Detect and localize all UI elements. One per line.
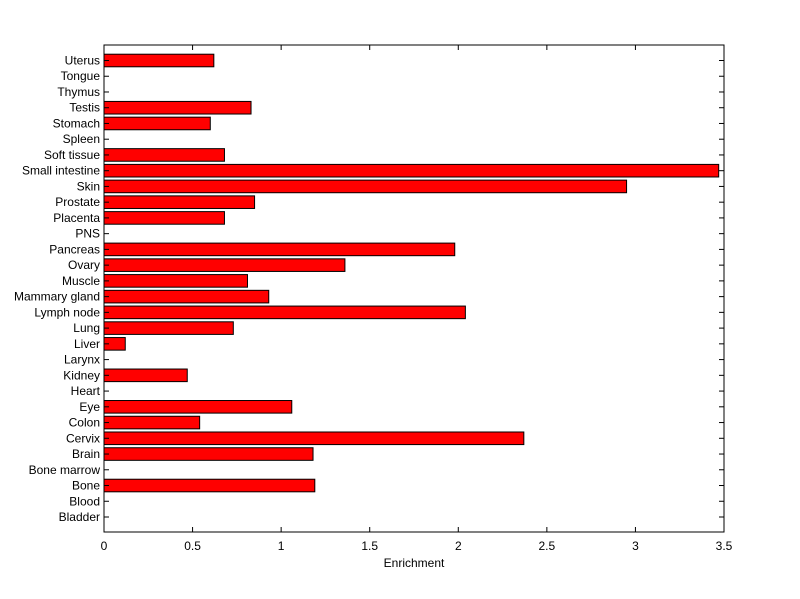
y-tick-label-thymus: Thymus bbox=[57, 85, 100, 99]
x-tick-label-0: 0 bbox=[101, 539, 108, 553]
y-tick-label-lung: Lung bbox=[73, 321, 100, 335]
bar-placenta bbox=[103, 211, 225, 225]
bar-testis bbox=[103, 100, 252, 115]
y-tick-label-heart: Heart bbox=[71, 384, 101, 398]
bar-colon bbox=[103, 415, 201, 430]
bar-ovary bbox=[103, 258, 346, 272]
y-tick-label-bladder: Bladder bbox=[59, 510, 100, 524]
bar-uterus bbox=[103, 53, 215, 68]
bars-group bbox=[103, 53, 720, 493]
bar-lymph-node bbox=[103, 305, 466, 320]
bar-mammary-gland bbox=[103, 289, 270, 304]
bar-muscle bbox=[103, 274, 248, 288]
y-tick-label-cervix: Cervix bbox=[66, 431, 100, 445]
bar-cervix bbox=[103, 431, 525, 446]
y-tick-label-skin: Skin bbox=[77, 179, 100, 193]
x-tick-label-3: 1.5 bbox=[361, 539, 378, 553]
y-tick-label-liver: Liver bbox=[74, 337, 100, 351]
bar-kidney bbox=[103, 368, 188, 383]
bar-small-intestine bbox=[103, 163, 720, 178]
y-tick-label-muscle: Muscle bbox=[62, 274, 100, 288]
plot-frame bbox=[103, 44, 725, 533]
y-tick-label-prostate: Prostate bbox=[55, 195, 100, 209]
y-tick-label-tongue: Tongue bbox=[61, 69, 101, 83]
bar-bone bbox=[103, 478, 316, 493]
y-tick-label-small-intestine: Small intestine bbox=[22, 164, 100, 178]
bar-skin bbox=[103, 179, 628, 194]
bar-soft-tissue bbox=[103, 148, 225, 162]
y-tick-label-larynx: Larynx bbox=[64, 353, 100, 367]
x-tick-label-5: 2.5 bbox=[539, 539, 556, 553]
x-tick-label-2: 1 bbox=[278, 539, 285, 553]
x-tick-label-4: 2 bbox=[455, 539, 462, 553]
y-tick-label-bone-marrow: Bone marrow bbox=[29, 463, 101, 477]
y-tick-label-colon: Colon bbox=[69, 416, 100, 430]
bar-pancreas bbox=[103, 242, 456, 257]
y-tick-label-uterus: Uterus bbox=[65, 54, 100, 68]
y-tick-label-brain: Brain bbox=[72, 447, 100, 461]
x-axis-label: Enrichment bbox=[384, 556, 445, 570]
x-tick-label-7: 3.5 bbox=[716, 539, 733, 553]
bar-stomach bbox=[103, 116, 211, 131]
y-tick-label-lymph-node: Lymph node bbox=[34, 305, 100, 319]
y-tick-label-stomach: Stomach bbox=[53, 116, 100, 130]
x-tick-label-1: 0.5 bbox=[184, 539, 201, 553]
y-tick-label-pns: PNS bbox=[75, 227, 100, 241]
y-tick-label-blood: Blood bbox=[69, 494, 100, 508]
y-tick-label-mammary-gland: Mammary gland bbox=[14, 290, 100, 304]
y-tick-label-ovary: Ovary bbox=[68, 258, 100, 272]
y-tick-label-bone: Bone bbox=[72, 479, 100, 493]
y-tick-label-testis: Testis bbox=[69, 101, 100, 115]
y-tick-label-spleen: Spleen bbox=[63, 132, 100, 146]
bar-brain bbox=[103, 447, 314, 461]
y-tick-label-pancreas: Pancreas bbox=[49, 242, 100, 256]
bar-prostate bbox=[103, 195, 256, 209]
bar-eye bbox=[103, 400, 293, 414]
y-tick-label-soft-tissue: Soft tissue bbox=[44, 148, 100, 162]
y-tick-label-eye: Eye bbox=[79, 400, 100, 414]
bar-lung bbox=[103, 321, 234, 335]
y-tick-label-kidney: Kidney bbox=[63, 368, 100, 382]
x-tick-label-6: 3 bbox=[632, 539, 639, 553]
y-tick-label-placenta: Placenta bbox=[53, 211, 100, 225]
